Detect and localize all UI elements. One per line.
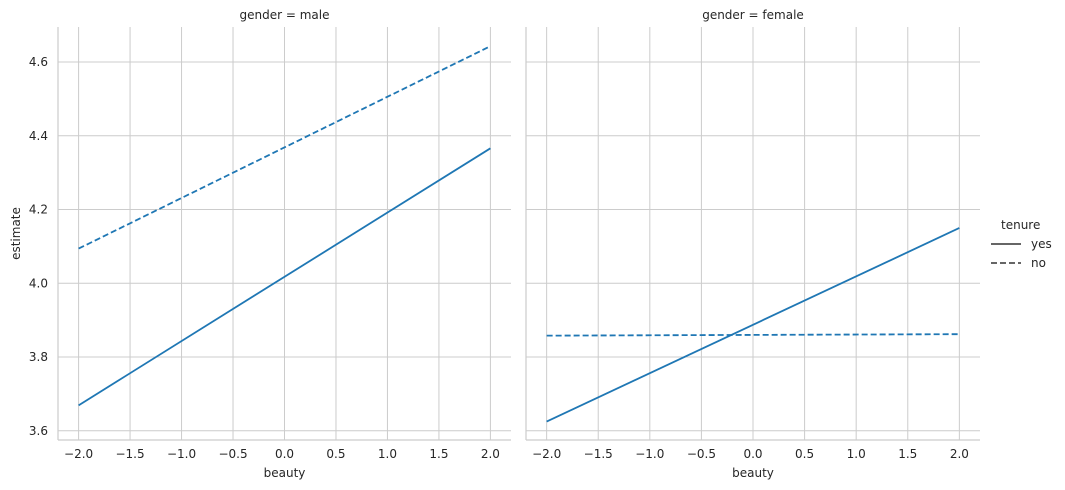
y-tick-label: 4.4 [29,129,48,143]
x-axis-label: beauty [732,466,774,480]
x-tick-label: 1.0 [847,447,866,461]
legend-label-yes: yes [1031,237,1052,251]
x-tick-label: −0.5 [687,447,716,461]
facet-title: gender = male [240,8,330,22]
facet-title: gender = female [702,8,804,22]
x-tick-label: −0.5 [218,447,247,461]
x-tick-label: 2.0 [950,447,969,461]
series-line-yes [78,147,491,407]
x-tick-label: 1.5 [429,447,448,461]
series-line-no [546,333,960,337]
x-tick-label: −1.0 [167,447,196,461]
x-tick-label: 1.0 [378,447,397,461]
y-tick-label: 4.0 [29,276,48,290]
x-tick-label: −2.0 [532,447,561,461]
x-tick-label: 2.0 [481,447,500,461]
y-tick-label: 3.6 [29,424,48,438]
x-tick-label: 1.5 [898,447,917,461]
x-axis-label: beauty [264,466,306,480]
legend-title: tenure [1001,218,1040,232]
x-tick-label: −2.0 [64,447,93,461]
y-tick-label: 3.8 [29,350,48,364]
x-tick-label: 0.5 [795,447,814,461]
x-tick-label: −1.0 [635,447,664,461]
x-tick-label: 0.0 [743,447,762,461]
x-tick-label: −1.5 [115,447,144,461]
x-tick-label: 0.0 [275,447,294,461]
x-tick-label: 0.5 [326,447,345,461]
series-line-no [78,45,491,250]
y-tick-label: 4.2 [29,203,48,217]
y-tick-label: 4.6 [29,55,48,69]
y-axis-label: estimate [9,207,23,260]
series-line-yes [546,227,960,423]
x-tick-label: −1.5 [584,447,613,461]
legend-label-no: no [1031,256,1046,270]
